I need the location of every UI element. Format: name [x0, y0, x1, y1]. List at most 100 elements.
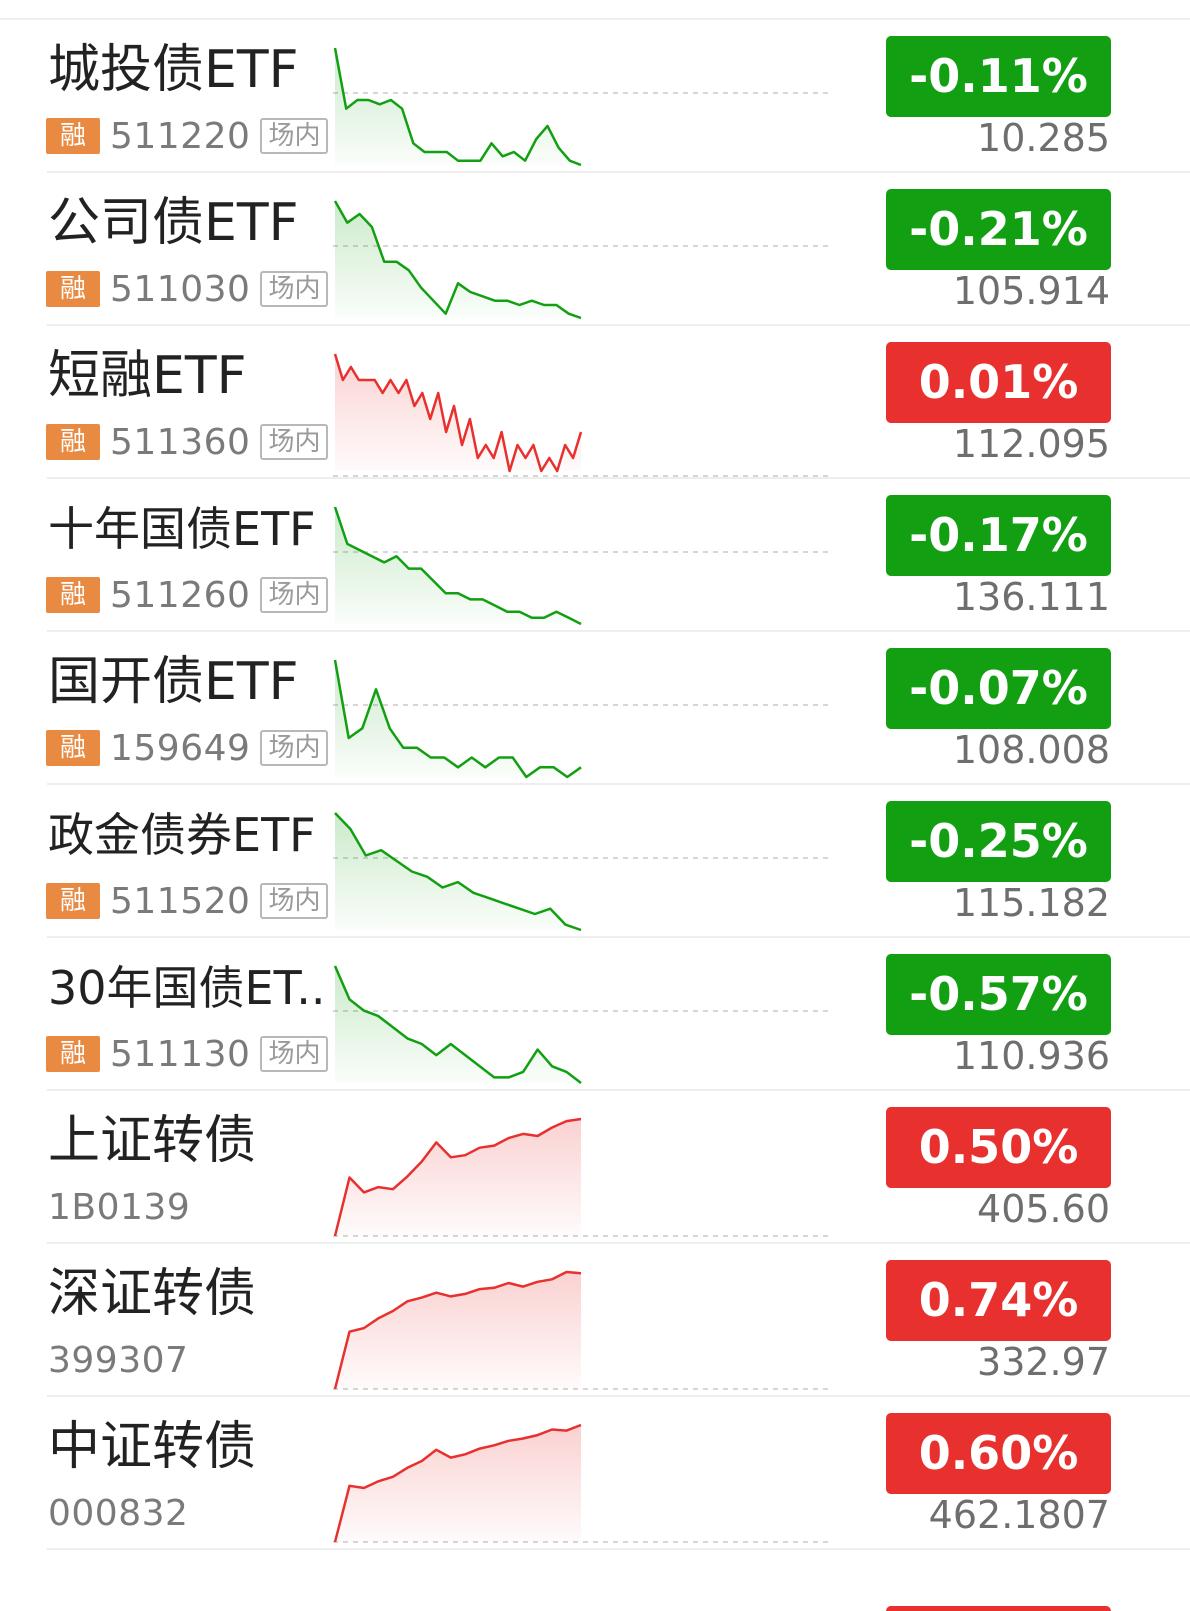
item-name: 政金债券ETF	[48, 808, 316, 862]
item-price: 405.60	[977, 1187, 1110, 1231]
item-price: 105.914	[952, 269, 1110, 313]
list-item[interactable]: 上证转债 1B0139 0.50% 405.60	[0, 1091, 1190, 1244]
change-badge[interactable]: 0.60%	[886, 1413, 1111, 1494]
row-divider	[47, 783, 1190, 785]
item-price: 332.97	[977, 1340, 1110, 1384]
list-item[interactable]: 十年国债ETF 融 511260 场内 -0.17% 136.111	[0, 479, 1190, 632]
sparkline-line	[333, 1117, 582, 1237]
change-badge[interactable]: 0.74%	[886, 1260, 1111, 1341]
market-tag: 场内	[260, 883, 329, 919]
code-line: 1B0139	[46, 1185, 200, 1229]
sparkline-line	[333, 506, 582, 626]
sparkline-chart	[333, 1423, 829, 1543]
sparkline-chart	[333, 812, 829, 932]
margin-badge: 融	[46, 271, 100, 307]
market-tag: 场内	[260, 1036, 329, 1072]
code-line: 融 511260 场内	[46, 573, 329, 617]
sparkline-area	[335, 1272, 581, 1389]
item-code: 511130	[110, 1033, 251, 1075]
item-code: 1B0139	[48, 1186, 191, 1228]
code-line: 融 511520 场内	[46, 879, 329, 923]
change-badge[interactable]: 0.01%	[886, 342, 1111, 423]
row-divider	[47, 630, 1190, 632]
row-divider	[47, 324, 1190, 326]
item-code: 511520	[110, 880, 251, 922]
item-name: 公司债ETF	[48, 193, 299, 253]
item-name: 上证转债	[48, 1111, 257, 1171]
change-badge[interactable]: -0.07%	[886, 648, 1111, 729]
margin-badge: 融	[46, 883, 100, 919]
item-code: 000832	[48, 1492, 189, 1534]
sparkline-area	[335, 660, 581, 777]
list-item[interactable]: 公司债ETF 融 511030 场内 -0.21% 105.914	[0, 173, 1190, 326]
code-line: 融 511030 场内	[46, 267, 329, 311]
item-price: 10.285	[977, 116, 1110, 160]
change-badge[interactable]: -0.25%	[886, 801, 1111, 882]
market-tag: 场内	[260, 730, 329, 766]
item-price: 108.008	[952, 728, 1110, 772]
item-code: 511260	[110, 574, 251, 616]
list-item[interactable]: 短融ETF 融 511360 场内 0.01% 112.095	[0, 326, 1190, 479]
item-name: 十年国债ETF	[48, 502, 316, 556]
sparkline-line	[333, 200, 582, 320]
sparkline-area	[335, 354, 581, 471]
item-name: 国开债ETF	[48, 652, 299, 712]
change-badge[interactable]: -0.21%	[886, 189, 1111, 270]
sparkline-line	[333, 47, 582, 167]
list-item[interactable]: 政金债券ETF 融 511520 场内 -0.25% 115.182	[0, 785, 1190, 938]
sparkline-chart	[333, 353, 829, 477]
item-code: 159649	[110, 727, 251, 769]
row-divider	[47, 1089, 1190, 1091]
list-item[interactable]: 30年国债ET... 融 511130 场内 -0.57% 110.936	[0, 938, 1190, 1091]
market-tag: 场内	[260, 424, 329, 460]
item-price: 110.936	[952, 1034, 1110, 1078]
code-line: 融 511220 场内	[46, 114, 329, 158]
item-price: 112.095	[952, 422, 1110, 466]
sparkline-area	[335, 966, 581, 1083]
sparkline-area	[335, 201, 581, 318]
code-line: 融 159649 场内	[46, 726, 329, 770]
top-divider	[0, 0, 1190, 20]
margin-badge: 融	[46, 1036, 100, 1072]
sparkline-line	[333, 353, 583, 473]
sparkline-chart	[333, 1270, 829, 1390]
sparkline-area	[335, 1425, 581, 1542]
sparkline-area	[335, 813, 581, 930]
code-line: 399307	[46, 1338, 198, 1382]
list-item[interactable]: 城投债ETF 融 511220 场内 -0.11% 10.285	[0, 20, 1190, 173]
item-code: 511360	[110, 421, 251, 463]
item-code: 399307	[48, 1339, 189, 1381]
item-name: 城投债ETF	[48, 40, 299, 100]
item-price: 115.182	[952, 881, 1110, 925]
item-name: 中证转债	[48, 1417, 257, 1477]
next-change-badge[interactable]	[886, 1606, 1111, 1611]
sparkline-chart	[333, 1117, 829, 1237]
list-item[interactable]: 国开债ETF 融 159649 场内 -0.07% 108.008	[0, 632, 1190, 785]
sparkline-area	[335, 1119, 581, 1236]
change-badge[interactable]: -0.57%	[886, 954, 1111, 1035]
item-name: 30年国债ET...	[48, 961, 330, 1015]
sparkline-area	[335, 48, 581, 165]
list-item[interactable]: 深证转债 399307 0.74% 332.97	[0, 1244, 1190, 1397]
sparkline-chart	[333, 659, 829, 779]
change-badge[interactable]: -0.11%	[886, 36, 1111, 117]
sparkline-chart	[333, 47, 829, 167]
item-code: 511220	[110, 115, 251, 157]
sparkline-line	[333, 1270, 582, 1390]
code-line: 000832	[46, 1491, 198, 1535]
item-name: 短融ETF	[48, 346, 247, 406]
row-divider	[47, 936, 1190, 938]
row-divider	[47, 1395, 1190, 1397]
row-divider	[47, 477, 1190, 479]
margin-badge: 融	[46, 118, 100, 154]
market-tag: 场内	[260, 577, 329, 613]
change-badge[interactable]: 0.50%	[886, 1107, 1111, 1188]
margin-badge: 融	[46, 424, 100, 460]
list-item[interactable]: 中证转债 000832 0.60% 462.1807	[0, 1397, 1190, 1550]
change-badge[interactable]: -0.17%	[886, 495, 1111, 576]
margin-badge: 融	[46, 577, 100, 613]
sparkline-line	[333, 659, 582, 779]
code-line: 融 511130 场内	[46, 1032, 329, 1076]
sparkline-line	[333, 965, 582, 1084]
row-divider	[47, 1548, 1190, 1550]
